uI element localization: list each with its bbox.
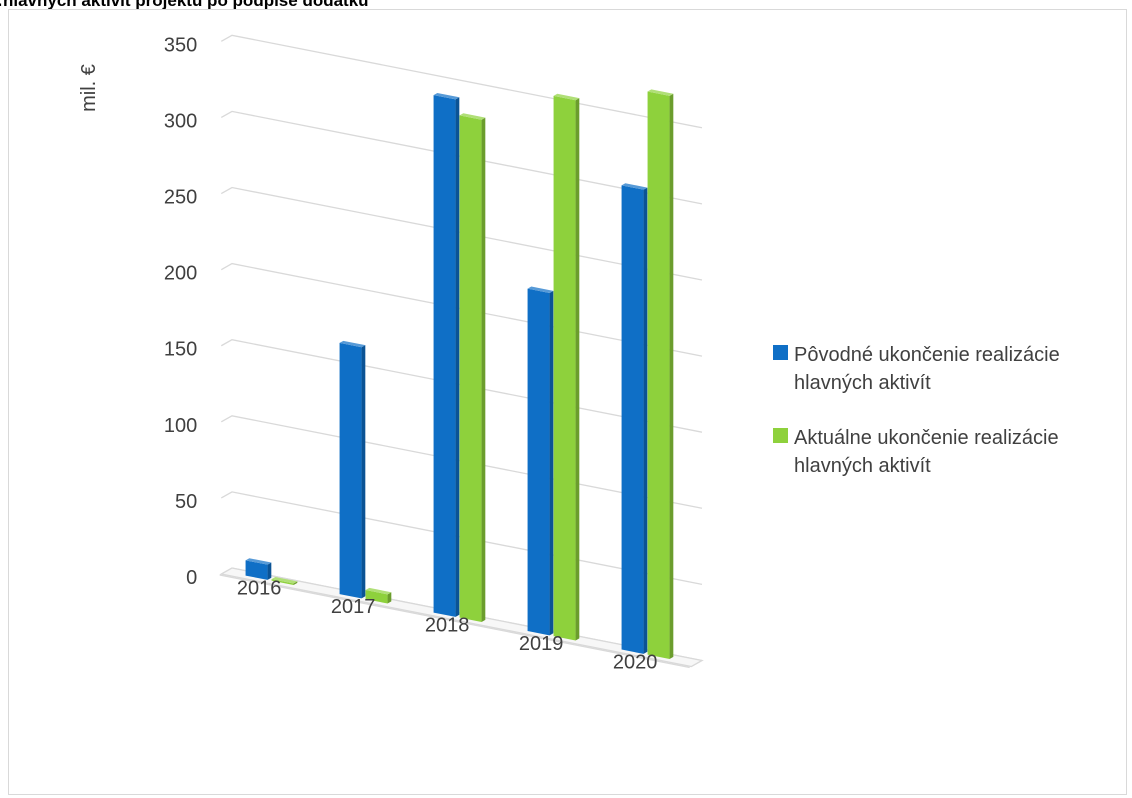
- bar-top-face: [553, 93, 580, 101]
- x-tick-label: 2017: [331, 596, 376, 618]
- x-tick-label: 2020: [613, 651, 658, 673]
- bar-front-face: [459, 115, 482, 623]
- bar-side-face: [575, 98, 580, 641]
- y-tick-label: 200: [164, 263, 197, 285]
- bar-current-2016[interactable]: [271, 577, 298, 586]
- y-tick-label: 100: [164, 415, 197, 437]
- bar-top-face: [245, 558, 272, 565]
- legend-item-original[interactable]: Pôvodné ukončenie realizácie hlavných ak…: [773, 344, 1060, 394]
- bar-top-face: [339, 340, 366, 348]
- bar-top-face: [647, 89, 674, 96]
- y-tick-label: 0: [186, 567, 197, 589]
- y-tick-label: 250: [164, 187, 197, 209]
- legend-label-current-line1: Aktuálne ukončenie realizácie: [794, 427, 1059, 449]
- y-tick-label: 50: [175, 491, 197, 513]
- bar-original-2016[interactable]: [245, 558, 272, 580]
- gridline: [220, 34, 703, 129]
- bar-front-face: [527, 288, 550, 636]
- bar-front-face: [647, 91, 670, 660]
- chart-title: …hlavných aktivít projektu po podpise do…: [0, 0, 369, 10]
- bar-side-face: [549, 290, 554, 636]
- bar-original-2019[interactable]: [527, 286, 554, 636]
- y-tick-label: 150: [164, 339, 197, 361]
- legend-label-original-line2: hlavných aktivít: [794, 372, 931, 394]
- legend-item-current[interactable]: Aktuálne ukončenie realizácie hlavných a…: [773, 427, 1059, 477]
- bar-side-face: [361, 345, 366, 599]
- bar-top-face: [271, 577, 298, 584]
- gridline: [220, 186, 703, 281]
- bars: [245, 89, 674, 660]
- x-axis: 2016 2017 2018 2019 2020: [237, 577, 658, 673]
- legend[interactable]: Pôvodné ukončenie realizácie hlavných ak…: [773, 344, 1060, 477]
- bar-original-2020[interactable]: [621, 183, 648, 654]
- legend-label-original-line1: Pôvodné ukončenie realizácie: [794, 344, 1060, 366]
- y-axis-label: mil. €: [78, 64, 100, 112]
- bar-side-face: [387, 592, 392, 604]
- bar-top-face: [433, 92, 460, 100]
- x-tick-label: 2019: [519, 633, 564, 655]
- bar-front-face: [365, 590, 388, 604]
- bar-front-face: [433, 95, 456, 617]
- gridline: [220, 110, 703, 205]
- bar-top-face: [365, 587, 392, 595]
- bar-side-face: [293, 581, 298, 586]
- bar-front-face: [621, 185, 644, 654]
- y-axis: 0 50 100 150 200 250 300 350: [164, 34, 197, 589]
- bar-current-2019[interactable]: [553, 93, 580, 641]
- bar-front-face: [245, 560, 268, 580]
- floor-edge: [219, 574, 690, 669]
- legend-label-current-line2: hlavných aktivít: [794, 455, 931, 477]
- bar-side-face: [267, 562, 272, 580]
- bar-front-face: [553, 95, 576, 641]
- bar-side-face: [481, 117, 486, 623]
- bar-current-2017[interactable]: [365, 587, 392, 604]
- bar-side-face: [643, 187, 648, 654]
- legend-swatch-original: [773, 345, 788, 360]
- bar-top-face: [459, 113, 486, 120]
- x-tick-label: 2018: [425, 614, 470, 636]
- bar-top-face: [527, 286, 554, 293]
- legend-swatch-current: [773, 428, 788, 443]
- y-tick-label: 300: [164, 110, 197, 132]
- bar-side-face: [669, 93, 674, 660]
- bar-current-2020[interactable]: [647, 89, 674, 660]
- bar-original-2017[interactable]: [339, 340, 366, 599]
- bar-front-face: [271, 579, 294, 586]
- bar-top-face: [621, 183, 648, 190]
- y-tick-label: 350: [164, 34, 197, 56]
- x-tick-label: 2016: [237, 577, 282, 599]
- bar-front-face: [339, 342, 362, 599]
- bar-current-2018[interactable]: [459, 113, 486, 623]
- bar-original-2018[interactable]: [433, 92, 460, 617]
- bar-side-face: [455, 97, 460, 617]
